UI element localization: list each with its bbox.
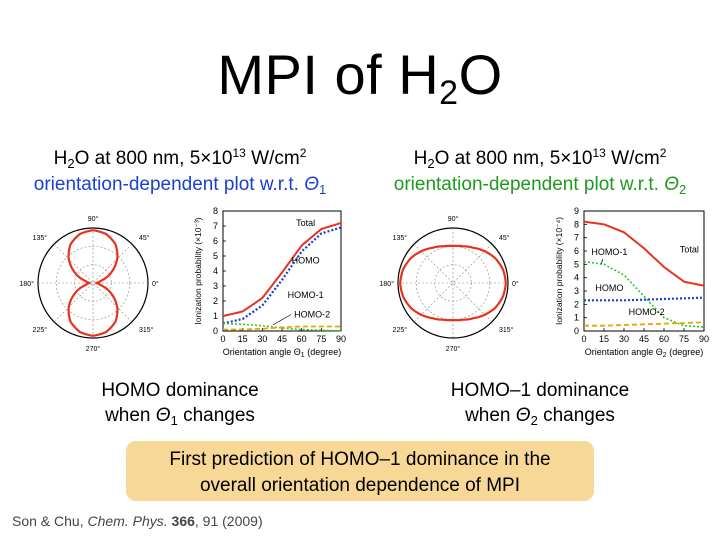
y-tick-label: 1 xyxy=(213,311,218,321)
series-line-homo-1 xyxy=(583,260,705,328)
polar-angle-label: 315° xyxy=(499,326,514,334)
x-tick-label: 0 xyxy=(581,334,586,344)
polar-angle-label: 0° xyxy=(512,280,519,288)
y-tick-label: 5 xyxy=(213,251,218,261)
polar-angle-label: 270° xyxy=(446,345,461,353)
polar-angle-label: 90° xyxy=(448,215,459,223)
series-line-total xyxy=(222,222,342,317)
polar-angle-label: 270° xyxy=(86,345,101,353)
polar-angle-label: 225° xyxy=(393,326,408,334)
y-tick-label: 8 xyxy=(574,219,579,229)
polar-angle-label: 225° xyxy=(33,326,48,334)
left-plot-description: orientation-dependent plot w.r.t. Θ1 xyxy=(33,174,327,197)
series-label-leader xyxy=(600,258,604,265)
series-line-homo xyxy=(222,226,342,325)
y-tick-label: 4 xyxy=(213,266,218,276)
polar-background xyxy=(394,224,512,342)
x-axis-label-subscript: 2 xyxy=(663,352,667,359)
polar-background xyxy=(34,224,152,342)
polar-curve xyxy=(399,244,507,322)
y-axis-label: Ionization probability (×10⁻³) xyxy=(193,217,203,324)
x-tick-label: 30 xyxy=(619,334,629,344)
series-line-total xyxy=(583,220,705,287)
plot-frame xyxy=(583,210,705,332)
series-label-homo-1: HOMO-1 xyxy=(288,290,324,300)
x-axis-label: Orientation angle Θ2 (degree) xyxy=(585,347,703,359)
right-condition-line: H2O at 800 nm, 5×1013 W/cm2 xyxy=(413,146,667,171)
series-label-homo-2: HOMO-2 xyxy=(629,307,665,317)
y-tick-label: 1 xyxy=(574,313,579,323)
y-axis-label: Ionization probability (×10⁻⁴) xyxy=(554,217,564,325)
series-label-homo: HOMO xyxy=(292,256,320,266)
y-tick-label: 8 xyxy=(213,206,218,216)
x-tick-label: 30 xyxy=(257,334,267,344)
series-label-total: Total xyxy=(680,244,699,254)
x-tick-label: 75 xyxy=(679,334,689,344)
slide-title: MPI of H2O xyxy=(217,43,503,112)
left-condition-line: H2O at 800 nm, 5×1013 W/cm2 xyxy=(53,146,307,171)
x-tick-label: 75 xyxy=(316,334,326,344)
polar-angle-label: 315° xyxy=(139,326,154,334)
x-tick-label: 15 xyxy=(599,334,609,344)
x-tick-label: 60 xyxy=(297,334,307,344)
y-tick-label: 3 xyxy=(213,281,218,291)
y-tick-label: 7 xyxy=(213,221,218,231)
right-plot-description: orientation-dependent plot w.r.t. Θ2 xyxy=(393,174,687,197)
y-tick-label: 9 xyxy=(574,206,579,216)
right-caption: HOMO–1 dominance when Θ2 changes xyxy=(450,380,630,428)
polar-angle-label: 45° xyxy=(499,234,510,242)
x-tick-label: 45 xyxy=(639,334,649,344)
polar-angle-label: 0° xyxy=(152,280,159,288)
series-label-leader xyxy=(272,314,292,326)
x-tick-label: 0 xyxy=(220,334,225,344)
highlight-box: First prediction of HOMO–1 dominance in … xyxy=(126,441,594,501)
x-axis-label-unit: (degree) xyxy=(305,347,342,357)
x-tick-label: 90 xyxy=(336,334,346,344)
polar-plot-left: 90° 45° 0° 315° 270° 225° 180° 135° xyxy=(20,215,159,353)
figure-panels: 90°45°0°315°270°225°180°135° 0 15 30 45 60 75… xyxy=(20,206,709,359)
series-line-homo xyxy=(584,296,704,302)
polar-curve xyxy=(67,229,119,337)
polar-angle-label: 180° xyxy=(380,280,395,288)
x-axis-label-unit: (degree) xyxy=(667,347,704,357)
series-label-total: Total xyxy=(296,218,315,228)
polar-angle-label: 90° xyxy=(88,215,99,223)
y-tick-label: 4 xyxy=(574,273,579,283)
y-tick-label: 5 xyxy=(574,259,579,269)
polar-grid-circle xyxy=(56,246,130,320)
polar-angle-label: 135° xyxy=(393,234,408,242)
series-label-homo: HOMO xyxy=(595,283,623,293)
highlight-line-2: overall orientation dependence of MPI xyxy=(199,475,521,496)
series-label-homo-2: HOMO-2 xyxy=(294,310,330,320)
x-tick-label: 90 xyxy=(699,334,709,344)
series-label-homo-1: HOMO-1 xyxy=(591,247,627,257)
polar-plot-right: 90° 45° 0° 315° 270° 225° 180° 135° xyxy=(380,215,519,353)
citation: Son & Chu, Chem. Phys. 366, 91 (2009) xyxy=(12,513,263,529)
x-axis-label-subscript: 1 xyxy=(301,352,305,359)
left-caption: HOMO dominance when Θ1 changes xyxy=(101,380,259,428)
polar-angle-label: 45° xyxy=(139,234,150,242)
y-tick-label: 2 xyxy=(213,296,218,306)
y-tick-label: 0 xyxy=(574,326,579,336)
series-line-homo-2 xyxy=(584,321,705,327)
y-tick-label: 3 xyxy=(574,286,579,296)
y-tick-label: 7 xyxy=(574,233,579,243)
polar-angle-label: 135° xyxy=(33,234,48,242)
y-tick-label: 2 xyxy=(574,299,579,309)
highlight-line-1: First prediction of HOMO–1 dominance in … xyxy=(169,449,551,470)
y-tick-label: 0 xyxy=(213,326,218,336)
x-tick-label: 60 xyxy=(659,334,669,344)
x-tick-label: 45 xyxy=(277,334,287,344)
y-tick-label: 6 xyxy=(574,246,579,256)
x-tick-label: 15 xyxy=(238,334,248,344)
y-tick-label: 6 xyxy=(213,236,218,246)
polar-angle-label: 180° xyxy=(20,280,35,288)
x-axis-label: Orientation angle Θ1 (degree) xyxy=(223,347,341,359)
series-line-homo-2 xyxy=(223,325,341,331)
